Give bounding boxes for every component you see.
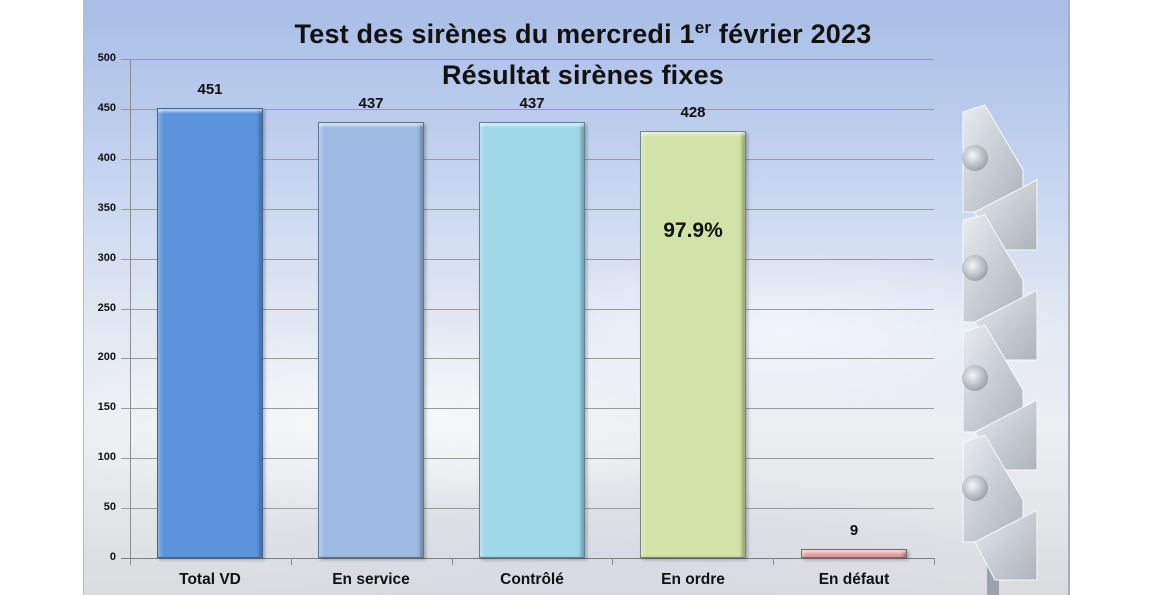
y-tick-label: 200 (97, 351, 116, 363)
data-label: 428 (680, 104, 706, 121)
x-category-label: Contrôlé (500, 571, 564, 588)
y-tick-label: 400 (97, 152, 116, 164)
y-tick-label: 50 (103, 501, 116, 513)
y-tick-label: 500 (97, 52, 116, 64)
bar-en-d-faut (801, 549, 907, 558)
y-tick-label: 100 (97, 451, 116, 463)
y-tick-label: 150 (97, 401, 116, 413)
bar-en-ordre (640, 131, 746, 558)
gridline (121, 109, 934, 110)
bar-en-service (318, 122, 424, 558)
y-tick-label: 300 (97, 252, 116, 264)
chart-subtitle: Résultat sirènes fixes (441, 60, 725, 90)
chart-title: Test des sirènes du mercredi 1er février… (83, 19, 1083, 50)
x-tick-mark (452, 558, 453, 565)
x-tick-mark (773, 558, 774, 565)
data-label: 437 (519, 95, 545, 112)
x-category-label: En défaut (818, 571, 890, 588)
title-superscript: er (694, 18, 712, 37)
y-tick-label: 350 (97, 202, 116, 214)
percentage-annotation: 97.9% (663, 219, 723, 242)
x-axis-line (121, 558, 934, 559)
y-tick-label: 450 (97, 102, 116, 114)
x-category-label: En service (332, 571, 410, 588)
title-text-main: Test des sirènes du mercredi 1 (294, 19, 695, 49)
x-tick-mark (934, 558, 935, 565)
x-category-label: Total VD (179, 571, 241, 588)
data-label: 9 (849, 522, 859, 539)
x-tick-mark (130, 558, 131, 565)
data-label: 451 (197, 81, 223, 98)
x-tick-mark (612, 558, 613, 565)
title-text-end: février 2023 (711, 19, 872, 49)
x-tick-mark (291, 558, 292, 565)
x-category-label: En ordre (661, 571, 725, 588)
y-tick-label: 250 (97, 302, 116, 314)
siren-tower-icon (962, 104, 1038, 595)
y-axis-line (130, 59, 131, 558)
bar-contr-l- (479, 122, 585, 558)
data-label: 437 (358, 95, 384, 112)
y-tick-label: 0 (109, 551, 116, 563)
bar-total-vd (157, 108, 263, 558)
gridline (121, 59, 934, 60)
